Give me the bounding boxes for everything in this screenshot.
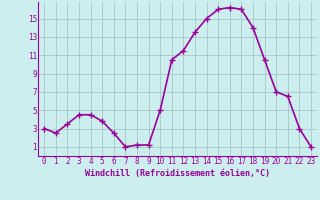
X-axis label: Windchill (Refroidissement éolien,°C): Windchill (Refroidissement éolien,°C) [85, 169, 270, 178]
